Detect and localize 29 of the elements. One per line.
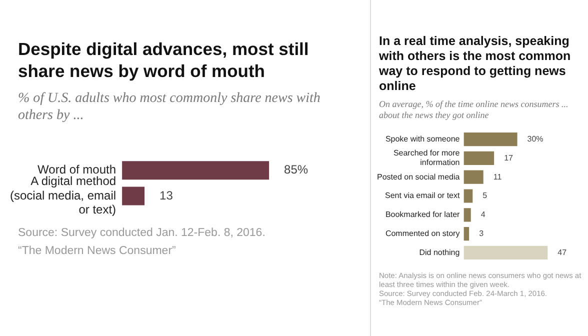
bar (464, 151, 494, 165)
bar (464, 189, 473, 203)
text: “The Modern News Consumer” (18, 244, 177, 258)
bar (464, 227, 470, 241)
y-tick-label: Sent via email or text (385, 191, 460, 200)
y-tick-label: Did nothing (419, 248, 460, 257)
bar (464, 246, 548, 260)
data-label: 17 (504, 153, 514, 162)
data-label: 47 (558, 248, 568, 257)
y-tick-label: Commented on story (385, 229, 460, 238)
data-label: 13 (160, 188, 174, 202)
data-label: 11 (493, 172, 502, 182)
source-note: Source: Survey conducted Jan. 12-Feb. 8, 2016. (18, 226, 266, 240)
data-label: 85% (284, 162, 308, 177)
bar (464, 208, 471, 222)
bar (464, 132, 518, 146)
data-label: 30% (527, 134, 544, 144)
bar (464, 170, 484, 184)
y-tick-label: Searched for more information (393, 148, 460, 168)
data-label: 3 (479, 229, 484, 238)
chart-title: Despite digital advances, most still share news by word of mouth (18, 38, 310, 82)
data-label: 5 (482, 191, 488, 200)
y-tick-label: Spoke with someone (385, 134, 460, 144)
y-tick-label: Posted on social media (376, 172, 460, 182)
chart-subtitle: % of U.S. adults who most commonly share news with others by ... (18, 90, 322, 124)
y-tick-label: Bookmarked for later (385, 210, 460, 220)
data-label: 4 (480, 210, 486, 220)
chart-subtitle: On average, % of the time online news consumers ... about the news they got online (379, 99, 570, 121)
chart-title: In a real time analysis, speaking with others is the most common way to respond to getting news online (379, 34, 572, 94)
